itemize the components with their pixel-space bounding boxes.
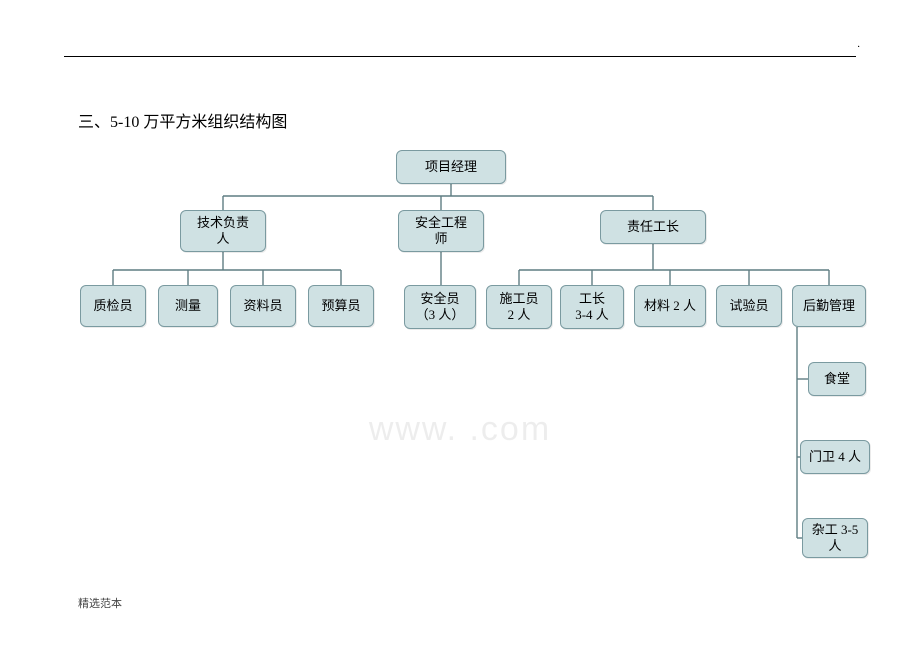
footer-text: 精选范本 — [78, 595, 122, 611]
top-rule — [64, 56, 856, 57]
node-budget: 预算员 — [308, 285, 374, 327]
org-chart: www. .com 项目经理技术负责人安全工程师责任工长质检员测量资料员预算员安… — [0, 140, 920, 610]
node-odd: 杂工 3-5人 — [802, 518, 868, 558]
page: . 三、5-10 万平方米组织结构图 www. .com 项目经理技术负责人安全… — [0, 0, 920, 651]
node-material: 材料 2 人 — [634, 285, 706, 327]
node-foreman: 工长3-4 人 — [560, 285, 624, 329]
node-tester: 试验员 — [716, 285, 782, 327]
node-resp: 责任工长 — [600, 210, 706, 244]
node-canteen: 食堂 — [808, 362, 866, 396]
node-builder: 施工员2 人 — [486, 285, 552, 329]
node-doc: 资料员 — [230, 285, 296, 327]
node-root: 项目经理 — [396, 150, 506, 184]
page-title: 三、5-10 万平方米组织结构图 — [78, 108, 287, 132]
node-qc: 质检员 — [80, 285, 146, 327]
node-gate: 门卫 4 人 — [800, 440, 870, 474]
corner-mark: . — [857, 38, 860, 50]
node-tech: 技术负责人 — [180, 210, 266, 252]
node-survey: 测量 — [158, 285, 218, 327]
node-safe: 安全工程师 — [398, 210, 484, 252]
node-safeman: 安全员（3 人） — [404, 285, 476, 329]
node-logi: 后勤管理 — [792, 285, 866, 327]
